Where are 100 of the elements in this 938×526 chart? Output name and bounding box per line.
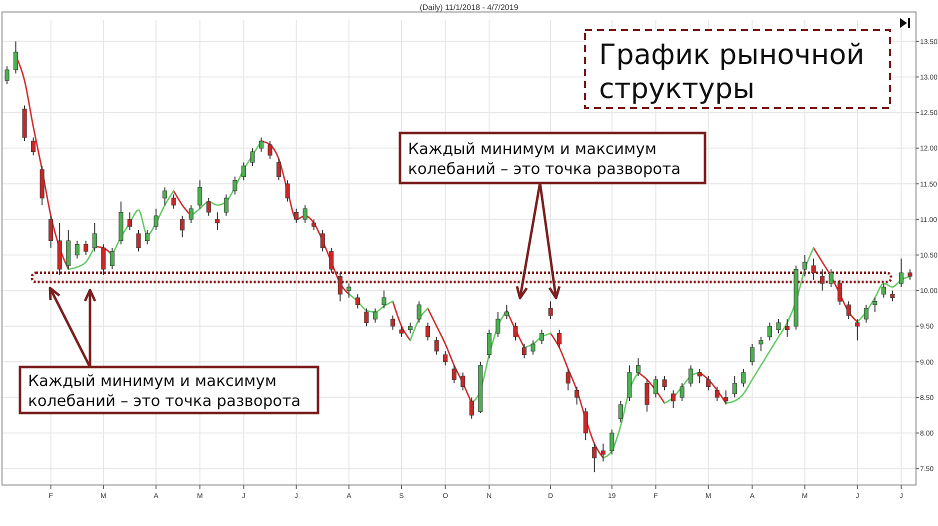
candlestick: [84, 240, 88, 256]
annotation: Каждый минимум и максимум колебаний – это точка разворота: [408, 140, 681, 178]
candlestick: [320, 230, 325, 252]
candlestick: [802, 254, 808, 277]
candlestick: [276, 158, 282, 181]
candlestick: [513, 322, 518, 341]
candlestick: [188, 204, 194, 224]
candlestick: [662, 376, 667, 391]
candlestick: [714, 386, 720, 402]
candlestick: [171, 194, 176, 210]
candlestick: [828, 268, 834, 288]
candlestick: [776, 318, 781, 334]
candlestick: [583, 408, 588, 441]
candlestick: [390, 315, 395, 330]
candlestick: [548, 300, 553, 320]
candlestick: [285, 180, 290, 202]
candlestick: [355, 294, 360, 309]
candlestick: [530, 340, 536, 356]
candlestick: [294, 208, 299, 224]
candlestick: [250, 148, 255, 166]
candlestick: [4, 66, 10, 85]
candlestick: [426, 322, 430, 341]
candlestick: [372, 308, 378, 324]
candlestick: [574, 386, 580, 406]
candlestick: [706, 376, 711, 391]
annotation: График рыночной структуры: [599, 38, 864, 105]
candlestick: [302, 204, 308, 224]
candlestick: [110, 247, 114, 270]
candlestick: [31, 136, 36, 156]
candlestick: [180, 215, 185, 238]
candlestick: [434, 336, 439, 356]
candlestick: [522, 344, 526, 359]
candlestick: [232, 176, 238, 195]
candlestick: [610, 428, 614, 455]
candlestick: [504, 304, 509, 320]
candlestick: [215, 212, 220, 231]
candlestick: [241, 162, 246, 181]
candlestick: [741, 368, 746, 388]
chart-title: (Daily) 11/1/2018 - 4/7/2019: [420, 3, 519, 12]
candlestick: [750, 344, 754, 366]
candlestick: [258, 136, 264, 152]
candlestick: [838, 279, 842, 306]
candlestick: [654, 376, 658, 398]
candlestick: [908, 268, 912, 280]
candlestick: [688, 364, 694, 388]
candlestick: [452, 364, 456, 384]
candlestick: [416, 300, 422, 324]
candlestick: [127, 212, 132, 231]
annotation: Каждый минимум и максимум колебаний – это точка разворота: [28, 372, 301, 410]
candlestick: [329, 247, 334, 274]
candlestick: [671, 390, 676, 409]
candlestick: [145, 230, 150, 245]
candlestick: [636, 358, 640, 377]
candlestick: [811, 258, 816, 280]
candlestick: [92, 222, 97, 252]
candlestick: [154, 208, 158, 231]
candlestick: [758, 336, 764, 352]
candlestick: [198, 180, 202, 210]
candlestick: [600, 443, 606, 462]
candlestick: [443, 350, 448, 366]
candlestick: [898, 258, 904, 288]
candlestick: [101, 244, 106, 276]
candlestick: [496, 311, 500, 338]
candlestick: [785, 318, 790, 338]
candlestick: [566, 368, 570, 391]
candlestick: [469, 396, 474, 420]
candlestick: [724, 390, 728, 406]
candlestick: [74, 240, 80, 260]
candlestick: [14, 40, 18, 74]
candlestick: [382, 290, 386, 309]
candlestick: [224, 194, 228, 216]
candlestick: [881, 282, 886, 298]
candlestick: [460, 372, 466, 391]
candlestick: [312, 218, 316, 231]
candlestick: [48, 215, 54, 248]
candlestick: [872, 297, 878, 312]
candlestick: [767, 322, 772, 341]
candlestick: [644, 379, 650, 412]
candlestick: [399, 326, 404, 338]
candlestick: [618, 400, 623, 423]
candlestick: [890, 290, 895, 302]
candlestick: [346, 282, 352, 298]
candlestick: [540, 329, 544, 345]
candlestick: [846, 300, 851, 320]
candlestick: [864, 304, 868, 324]
candlestick: [732, 376, 737, 398]
candlestick: [364, 308, 369, 327]
candlestick: [408, 322, 413, 334]
candlestick: [486, 329, 492, 359]
candlestick: [557, 329, 562, 348]
candlestick: [820, 268, 825, 292]
candlestick: [697, 368, 702, 384]
candlestick: [162, 186, 168, 206]
candlestick: [680, 382, 684, 402]
candlestick: [268, 140, 272, 160]
candlestick: [592, 443, 597, 473]
candlestick: [855, 318, 860, 341]
candlestick: [206, 198, 211, 216]
candlestick: [136, 230, 141, 252]
candlestick: [338, 272, 342, 302]
